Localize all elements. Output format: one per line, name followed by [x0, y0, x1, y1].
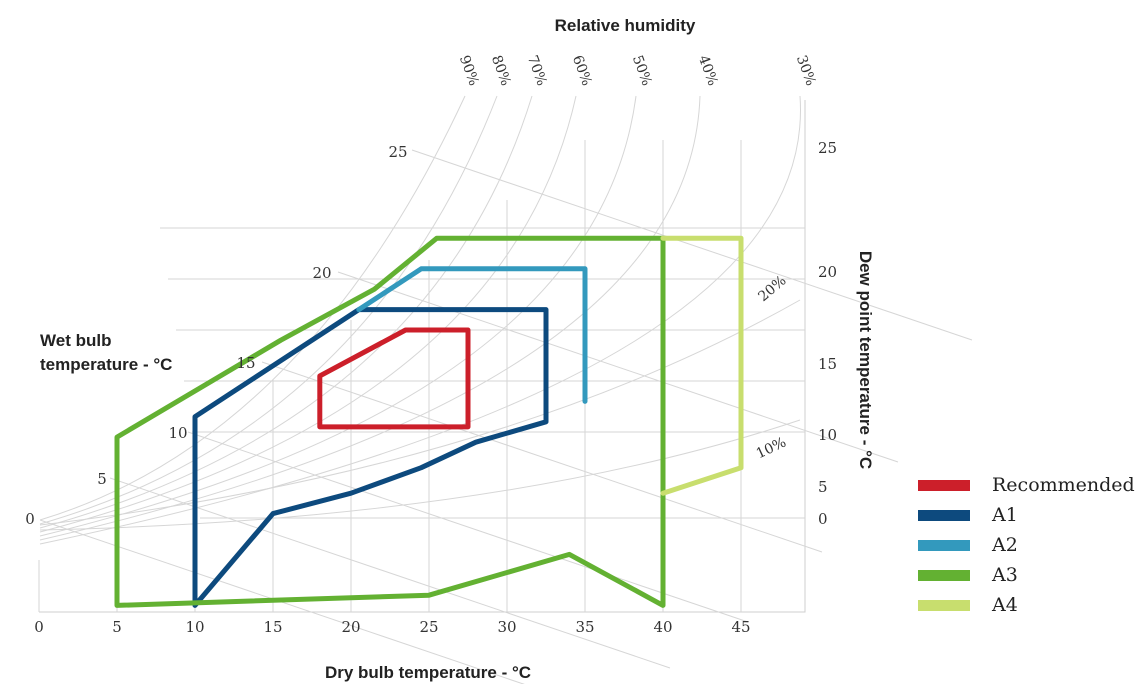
wet-bulb-gridline	[109, 477, 671, 669]
rh-tick-label: 70%	[524, 53, 550, 88]
wet-bulb-gridline	[187, 431, 749, 623]
rh-tick-label: 60%	[569, 53, 595, 88]
rh-tick-label: 80%	[488, 53, 514, 88]
wet-bulb-tick-label: 25	[388, 143, 407, 161]
wet-bulb-tick-label: 10	[168, 424, 187, 442]
wet-bulb-tick-label: 15	[236, 354, 255, 372]
rh-tick-label: 30%	[793, 53, 819, 88]
series-a2-line	[356, 266, 588, 404]
wet-bulb-gridline	[411, 149, 973, 341]
dew-point-tick-label: 20	[818, 263, 837, 281]
x-axis-title: Dry bulb temperature - °C	[325, 663, 531, 682]
legend-label: A1	[992, 504, 1018, 526]
rh-gridline	[39, 95, 498, 525]
x-tick-label: 20	[341, 618, 360, 636]
legend-item-a4: A4	[918, 590, 1135, 620]
x-tick-label: 15	[263, 618, 282, 636]
x-tick-label: 40	[653, 618, 672, 636]
wet-bulb-tick-label: 5	[97, 470, 107, 488]
x-tick-label: 5	[112, 618, 122, 636]
series-a1-line	[192, 307, 549, 608]
rh-tick-label: 50%	[629, 53, 655, 88]
legend-label: A3	[992, 564, 1018, 586]
rh-gridline	[39, 95, 466, 521]
legend-label: A4	[992, 594, 1018, 616]
x-tick-label: 30	[497, 618, 516, 636]
rh-tick-label: 40%	[695, 53, 721, 88]
dew-point-tick-label: 5	[818, 478, 828, 496]
legend-item-recommended: Recommended	[918, 470, 1135, 500]
rh-tick-label: 90%	[456, 53, 482, 88]
wet-bulb-title-line2: temperature - °C	[40, 355, 172, 374]
chart-frame	[39, 100, 806, 613]
legend-label: A2	[992, 534, 1018, 556]
dew-point-tick-label: 10	[818, 426, 837, 444]
legend-swatch	[918, 569, 970, 581]
series-a4-line	[660, 235, 744, 496]
chart-grid	[38, 95, 973, 684]
series-a3-line	[114, 235, 666, 608]
rh-gridline	[39, 95, 533, 529]
x-tick-label: 0	[34, 618, 44, 636]
x-tick-label: 35	[575, 618, 594, 636]
rh-gridline	[39, 95, 801, 545]
dew-point-title: Dew point temperature - °C	[856, 251, 875, 469]
wet-bulb-tick-label: 20	[312, 264, 331, 282]
rh-gridline-20	[39, 299, 801, 526]
rh-axis-title: Relative humidity	[555, 16, 696, 35]
legend-item-a2: A2	[918, 530, 1135, 560]
wet-bulb-tick-label: 0	[25, 510, 35, 528]
wet-bulb-gridline	[39, 519, 525, 684]
wet-bulb-title-line1: Wet bulb	[40, 331, 111, 350]
legend-swatch	[918, 539, 970, 551]
legend-swatch	[918, 479, 970, 491]
legend-label: Recommended	[992, 474, 1135, 496]
x-tick-label: 45	[731, 618, 750, 636]
rh-inner-tick-label: 20%	[755, 273, 789, 305]
x-tick-label: 25	[419, 618, 438, 636]
dew-point-tick-label: 15	[818, 355, 837, 373]
chart-series	[114, 235, 744, 608]
dew-point-tick-label: 0	[818, 510, 828, 528]
legend: Recommended A1 A2 A3 A4	[918, 470, 1135, 620]
wet-bulb-gridline	[261, 361, 823, 553]
legend-item-a1: A1	[918, 500, 1135, 530]
series-recommended-line	[317, 327, 471, 430]
legend-swatch	[918, 599, 970, 611]
rh-gridline-10	[39, 419, 801, 531]
legend-item-a3: A3	[918, 560, 1135, 590]
rh-gridline	[39, 95, 577, 533]
rh-gridline	[39, 95, 701, 541]
rh-inner-tick-label: 10%	[754, 435, 789, 463]
dew-point-tick-label: 25	[818, 139, 837, 157]
x-tick-label: 10	[185, 618, 204, 636]
wet-bulb-gridline	[337, 271, 899, 463]
legend-swatch	[918, 509, 970, 521]
